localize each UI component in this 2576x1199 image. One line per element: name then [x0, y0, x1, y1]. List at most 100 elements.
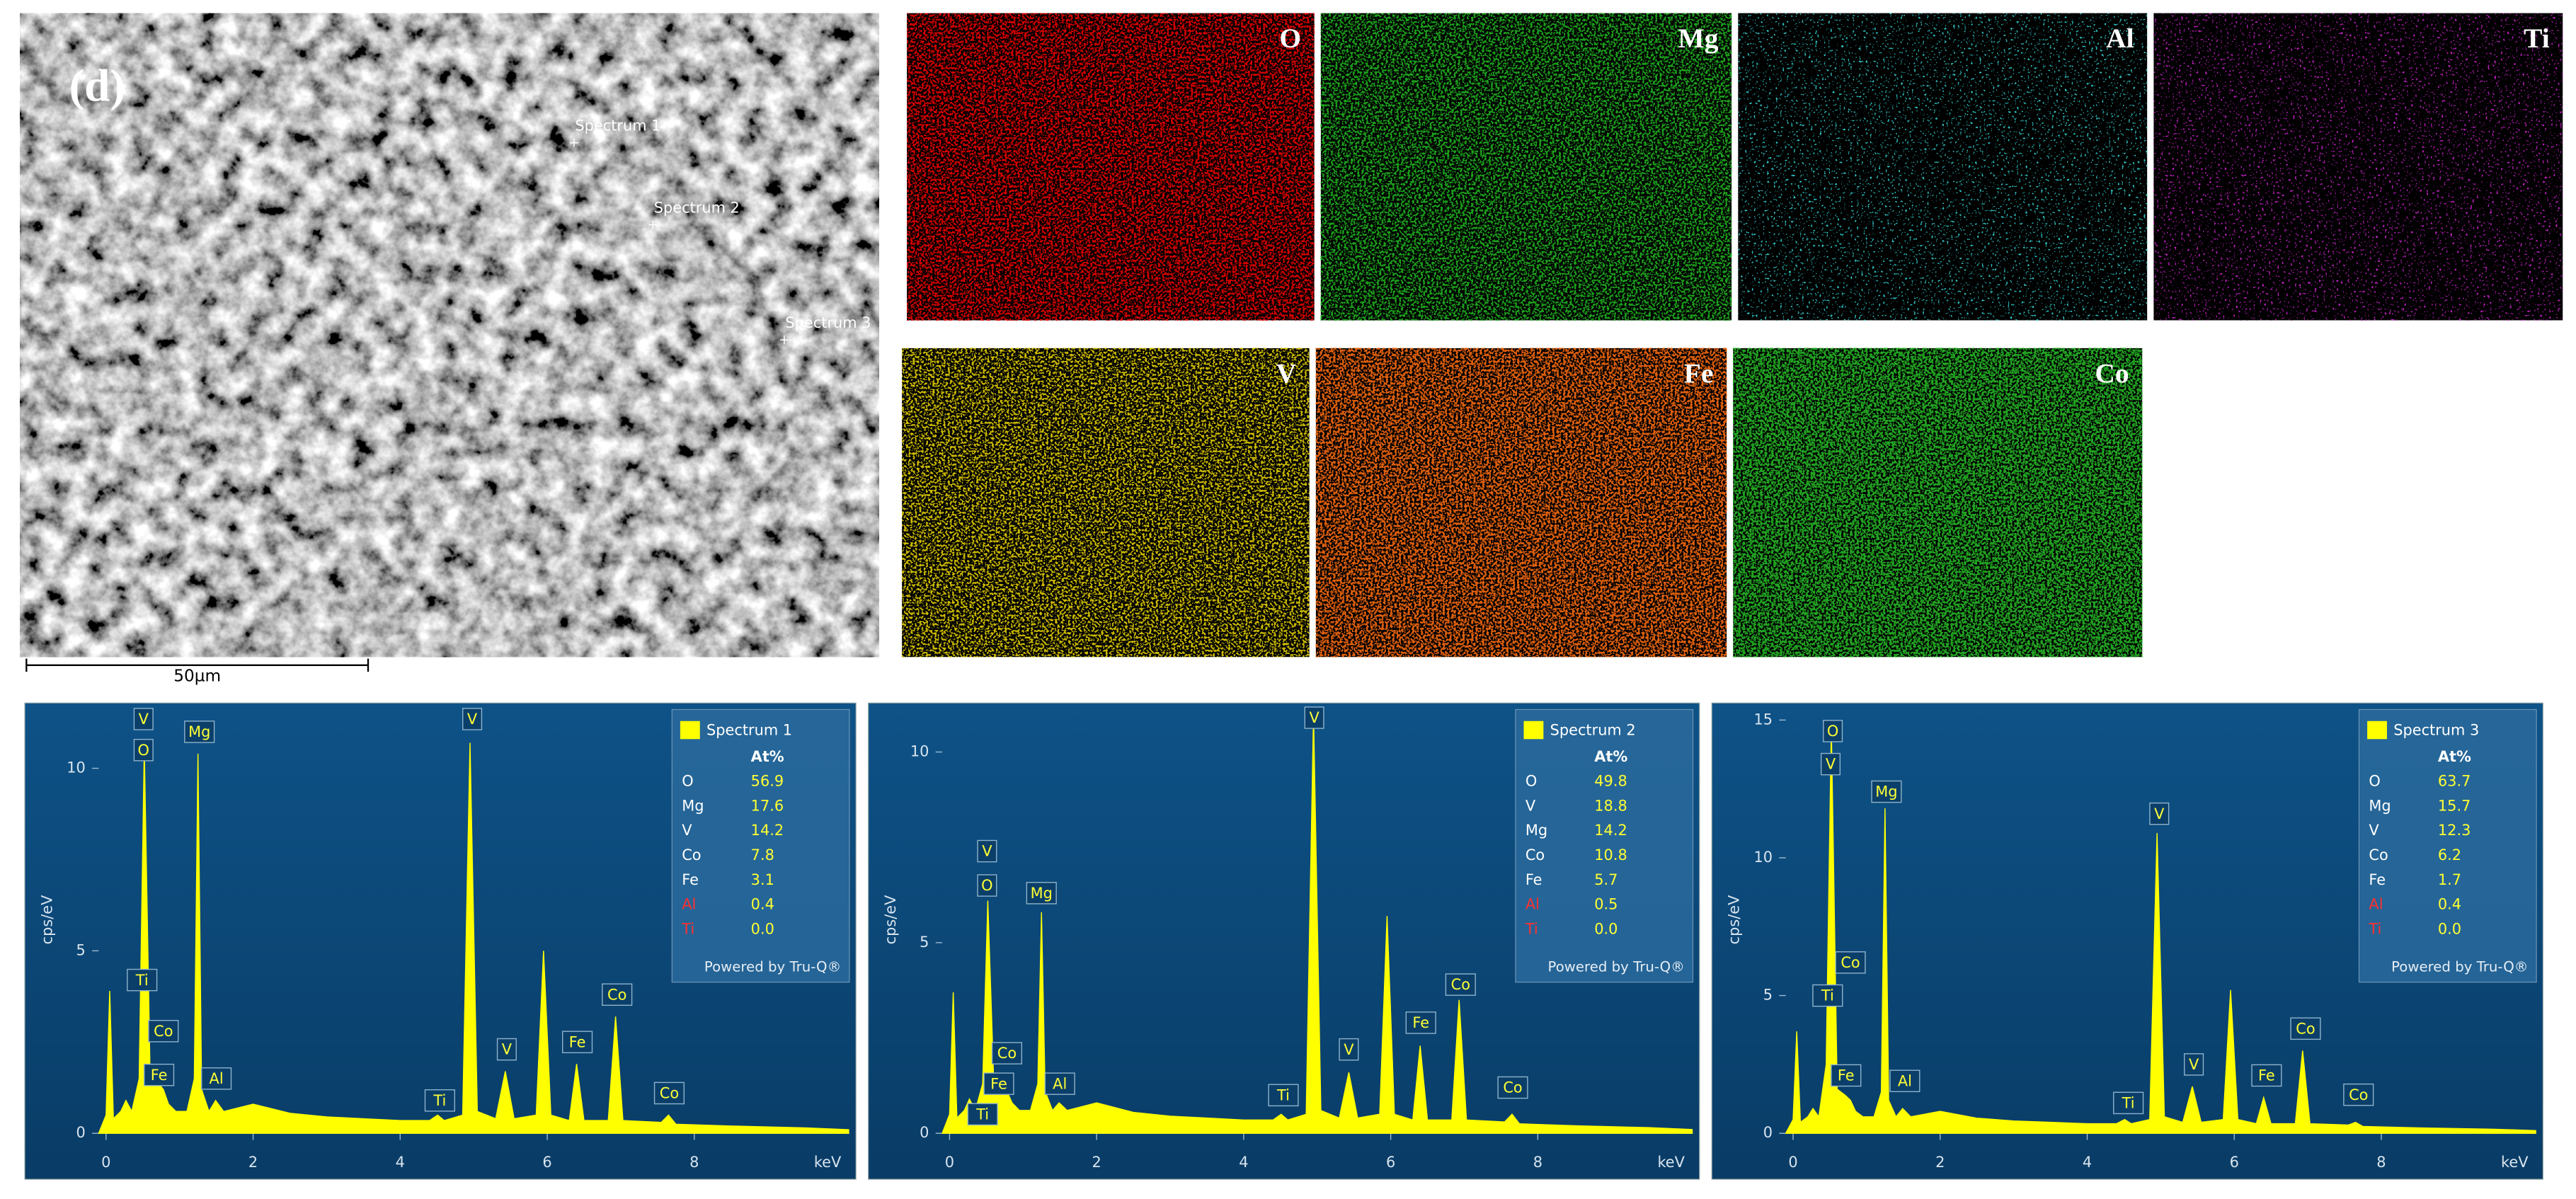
footer: Powered by Tru-Q®	[2391, 958, 2528, 975]
table-value: 12.3	[2438, 822, 2471, 839]
peak-label: V	[502, 1041, 513, 1058]
table-value: 0.0	[2438, 920, 2461, 937]
peak-label: Fe	[569, 1033, 586, 1050]
legend-box	[2358, 708, 2537, 983]
table-value: 6.2	[2438, 847, 2461, 864]
x-tick-label: 0	[1788, 1154, 1797, 1171]
peak-label: Al	[210, 1070, 224, 1087]
x-axis-label: keV	[2501, 1154, 2529, 1171]
table-value: 15.7	[2438, 797, 2471, 814]
map-signal	[2153, 13, 2563, 321]
table-value: 0.0	[1594, 920, 1618, 937]
table-element: Mg	[1525, 822, 1547, 839]
table-value: 0.4	[751, 896, 774, 913]
peak-label: O	[138, 742, 149, 759]
table-value: 0.4	[2438, 896, 2461, 913]
y-tick-label: 5	[76, 941, 86, 958]
y-tick-label: 15	[1753, 711, 1773, 728]
peak-label-box	[1831, 1064, 1862, 1087]
table-element: Fe	[1525, 871, 1542, 888]
peak-label: Co	[2296, 1020, 2315, 1037]
x-tick-label: 4	[396, 1154, 405, 1171]
peak-label-box	[2290, 1017, 2321, 1040]
peak-label-box	[133, 738, 154, 762]
scale-bar-label: 50µm	[173, 667, 221, 686]
x-tick-label: 0	[101, 1154, 110, 1171]
legend-box	[1515, 708, 1694, 983]
table-element: Co	[682, 847, 701, 864]
peak-label-box	[977, 839, 997, 863]
panel-label: (d)	[69, 61, 125, 112]
peak-label-box	[496, 1038, 517, 1061]
sem-spectrum-label: Spectrum 2	[654, 200, 740, 217]
x-axis-label: keV	[814, 1154, 842, 1171]
table-element: V	[1525, 797, 1536, 814]
peak-label-box	[1823, 720, 1843, 742]
peak-label: Fe	[1412, 1014, 1429, 1031]
map-label: Co	[2095, 357, 2129, 389]
peak-label-box	[1835, 951, 1866, 974]
table-element: Co	[1525, 847, 1545, 864]
peak-label: Co	[1451, 976, 1470, 993]
legend-label: Spectrum 3	[2393, 722, 2479, 739]
sem-image: (d) 50µm	[20, 13, 879, 686]
table-value: 14.2	[1594, 822, 1627, 839]
x-tick-label: 6	[542, 1154, 551, 1171]
table-value: 56.9	[751, 773, 784, 790]
peak-label-box	[1026, 882, 1057, 905]
peak-label: V	[1309, 709, 1320, 726]
peak-label: Fe	[1838, 1067, 1855, 1084]
peak-label: O	[1827, 723, 1838, 740]
peak-label-box	[1871, 780, 1902, 803]
peak-label-box	[127, 968, 158, 992]
map-signal	[1315, 348, 1727, 658]
peak-label: Ti	[2122, 1095, 2135, 1112]
map-label: V	[1276, 357, 1297, 389]
x-tick-label: 8	[689, 1154, 699, 1171]
peak-label: V	[2154, 805, 2165, 822]
table-value: 1.7	[2438, 871, 2461, 888]
peak-label-box	[562, 1031, 593, 1054]
peak-label-box	[2251, 1064, 2282, 1087]
y-tick-label: 10	[67, 759, 86, 776]
peak-label: V	[1344, 1041, 1354, 1058]
y-axis-label: cps/eV	[882, 895, 899, 944]
peak-label-box	[1445, 973, 1476, 996]
peak-label: Co	[1841, 954, 1860, 971]
table-element: Ti	[1525, 920, 1538, 937]
legend-swatch	[2367, 721, 2387, 740]
peak-label-box	[977, 874, 997, 897]
spectrum-area	[941, 713, 1693, 1134]
peak-label-box	[1820, 752, 1841, 776]
table-header: At%	[1594, 748, 1627, 765]
map-label: Al	[2106, 23, 2134, 54]
x-tick-label: 4	[1239, 1154, 1248, 1171]
sem-spectrum-label: Spectrum 1	[575, 117, 660, 134]
spectrum-area	[1785, 725, 2536, 1134]
peak-label-box	[1268, 1084, 1299, 1107]
peak-label: Ti	[1821, 987, 1834, 1004]
peak-label-box	[991, 1042, 1023, 1065]
peak-label: Fe	[151, 1067, 168, 1084]
x-tick-label: 2	[248, 1154, 258, 1171]
peak-label: V	[467, 711, 478, 728]
table-element: Fe	[2369, 871, 2386, 888]
y-tick-label: 0	[920, 1124, 929, 1141]
x-tick-label: 4	[2083, 1154, 2092, 1171]
x-tick-label: 6	[2230, 1154, 2239, 1171]
table-value: 14.2	[751, 822, 784, 839]
peak-label: Mg	[1031, 885, 1053, 902]
footer: Powered by Tru-Q®	[704, 958, 841, 975]
peak-label: O	[981, 877, 992, 894]
peak-label: Fe	[990, 1075, 1007, 1092]
peak-label-box	[424, 1089, 455, 1112]
y-tick-label: 0	[76, 1124, 86, 1141]
x-tick-label: 0	[945, 1154, 954, 1171]
table-element: Fe	[682, 871, 699, 888]
legend-label: Spectrum 1	[706, 722, 792, 739]
peak-label: Mg	[1875, 784, 1897, 801]
